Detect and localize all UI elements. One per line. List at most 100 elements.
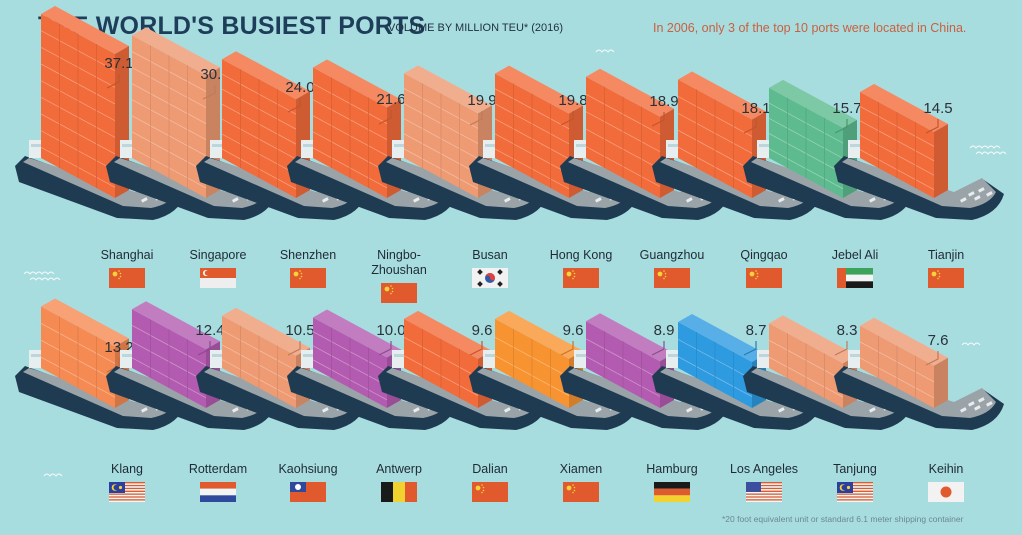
deck-crate	[686, 197, 693, 203]
page-subtitle: VOLUME BY MILLION TEU* (2016)	[388, 22, 564, 34]
ship-bridge	[483, 140, 497, 158]
leader-line	[106, 358, 120, 373]
flag-germany-icon	[654, 482, 690, 502]
port-name-label: Keihin	[929, 462, 964, 476]
deck-crate	[503, 197, 511, 203]
container-stack	[859, 317, 948, 408]
flag-japan-icon	[928, 482, 964, 502]
wave-icon	[23, 271, 55, 275]
flag-china-icon	[928, 268, 964, 288]
port-dalian: 9.6 Dalian	[378, 310, 548, 502]
china-note: In 2006, only 3 of the top 10 ports were…	[653, 21, 967, 35]
deck-crate	[869, 407, 876, 413]
ship-bridge	[848, 140, 862, 158]
deck-crate	[778, 197, 785, 203]
flag-china-icon	[563, 268, 599, 288]
flag-malaysia-icon	[109, 482, 145, 502]
ship-bridge	[120, 350, 134, 368]
ship-bridge	[301, 350, 315, 368]
leader-line	[287, 341, 301, 356]
flag-china-icon	[472, 482, 508, 502]
container-stack	[312, 59, 401, 199]
value-label: 8.7	[746, 322, 767, 339]
deck-crate	[232, 197, 239, 203]
deck-crate	[869, 197, 876, 203]
deck-crate	[974, 405, 981, 411]
ships-layer: 37.1Shanghai30.9Singapore24.0Shenzhen21.…	[15, 6, 1004, 502]
leader-line	[834, 119, 848, 134]
port-hong-kong: 19.8 Hong Kong	[469, 65, 639, 288]
deck-crate	[686, 407, 693, 413]
port-name-label: Tanjung	[833, 462, 877, 476]
value-label: 21.6	[376, 91, 405, 108]
value-label: 19.9	[467, 92, 496, 109]
deck-crate	[978, 397, 985, 403]
value-label: 10.0	[376, 322, 405, 339]
port-name-label: Xiamen	[560, 462, 602, 476]
wave-icon	[29, 277, 61, 281]
port-name-label: Kaohsiung	[278, 462, 337, 476]
deck-crate	[322, 407, 329, 413]
ship-bridge	[483, 350, 497, 368]
deck-crate	[595, 407, 602, 413]
wave-icon	[969, 145, 1001, 149]
leader-line	[202, 85, 216, 100]
deck-crate	[986, 401, 993, 407]
ship-bridge	[666, 140, 680, 158]
value-label: 14.5	[923, 100, 952, 117]
wave-icon	[975, 151, 1007, 155]
port-name-label: Dalian	[472, 462, 507, 476]
footnote: *20 foot equivalent unit or standard 6.1…	[722, 514, 964, 524]
leader-line	[469, 111, 483, 126]
leader-line	[925, 119, 939, 134]
leader-line	[743, 341, 757, 356]
value-label: 18.9	[649, 93, 678, 110]
ship-bridge	[666, 350, 680, 368]
ship-bridge	[120, 140, 134, 158]
flag-china-icon	[563, 482, 599, 502]
deck-crate	[778, 407, 785, 413]
port-shenzhen: 24.0 Shenzhen	[196, 51, 366, 288]
port-keihin: 7.6 Keihin	[834, 317, 1004, 502]
flag-netherlands-icon	[200, 482, 236, 502]
port-name-label: Antwerp	[376, 462, 422, 476]
value-label: 12.4	[195, 322, 224, 339]
flag-china-icon	[381, 283, 417, 303]
leader-line	[651, 112, 665, 127]
leader-line	[287, 98, 301, 113]
deck-crate	[141, 407, 148, 413]
deck-crate	[412, 407, 420, 413]
port-name-label: Zhoushan	[371, 263, 427, 277]
flag-usa-icon	[746, 482, 782, 502]
port-name-label: Klang	[111, 462, 143, 476]
deck-crate	[503, 407, 511, 413]
port-name-label: Ningbo-	[377, 248, 421, 262]
port-tanjung: 8.3 Tanjung	[743, 315, 913, 502]
value-label: 7.6	[928, 332, 949, 349]
flag-taiwan-icon	[290, 482, 326, 502]
ship-bridge	[29, 350, 43, 368]
flag-china-icon	[654, 268, 690, 288]
deck-crate	[960, 197, 967, 203]
ship-bridge	[848, 350, 862, 368]
wave-decorations	[23, 49, 1007, 477]
ship-bridge	[574, 350, 588, 368]
wave-icon	[961, 342, 981, 346]
container-stack	[859, 83, 948, 198]
ship-bridge	[392, 350, 406, 368]
port-name-label: Guangzhou	[640, 248, 705, 262]
ship-bridge	[210, 140, 224, 158]
leader-line	[925, 351, 939, 366]
flag-belgium-icon	[381, 482, 417, 502]
leader-line	[560, 111, 574, 126]
flag-china-icon	[109, 268, 145, 288]
deck-crate	[231, 407, 239, 413]
flag-korea-icon	[472, 268, 508, 288]
ship-bridge	[210, 350, 224, 368]
value-label: 9.6	[563, 322, 584, 339]
port-name-label: Shenzhen	[280, 248, 336, 262]
leader-line	[743, 119, 757, 134]
deck-crate	[974, 195, 981, 201]
value-label: 10.5	[285, 322, 314, 339]
